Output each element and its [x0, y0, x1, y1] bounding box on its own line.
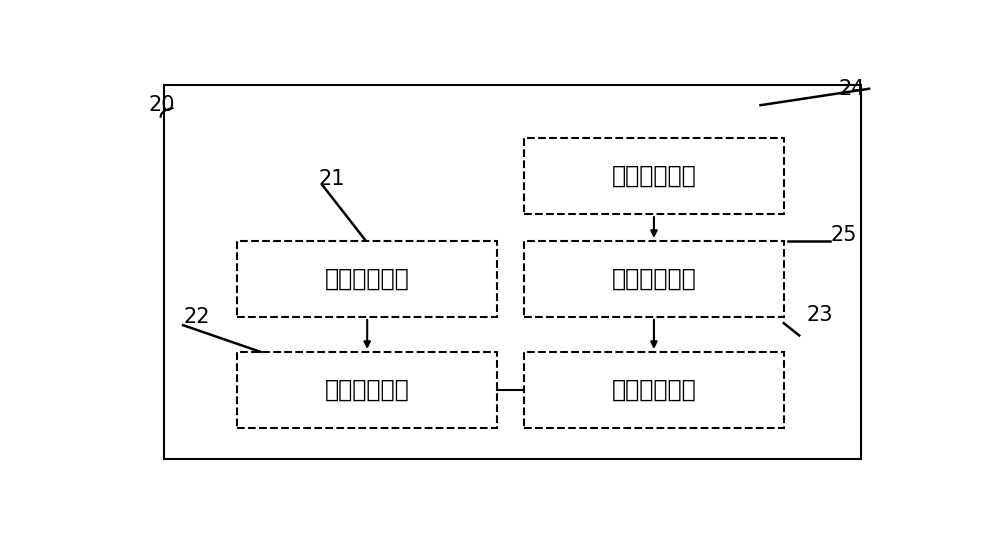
Text: 24: 24: [839, 78, 865, 99]
Bar: [237, 241, 497, 317]
Text: 25: 25: [830, 225, 857, 245]
Text: 21: 21: [319, 169, 345, 189]
Text: 数据迁移模块: 数据迁移模块: [612, 164, 696, 188]
Text: 23: 23: [807, 305, 834, 325]
Text: 22: 22: [183, 307, 210, 327]
Text: 数据更新模块: 数据更新模块: [325, 378, 410, 402]
Bar: [524, 241, 784, 317]
Text: 数据获取模块: 数据获取模块: [325, 267, 410, 291]
Text: 数据拆分模块: 数据拆分模块: [612, 267, 696, 291]
Bar: [524, 352, 784, 428]
Text: 方案生成模块: 方案生成模块: [612, 378, 696, 402]
Bar: [237, 352, 497, 428]
Bar: [524, 138, 784, 214]
Text: 20: 20: [148, 95, 175, 115]
